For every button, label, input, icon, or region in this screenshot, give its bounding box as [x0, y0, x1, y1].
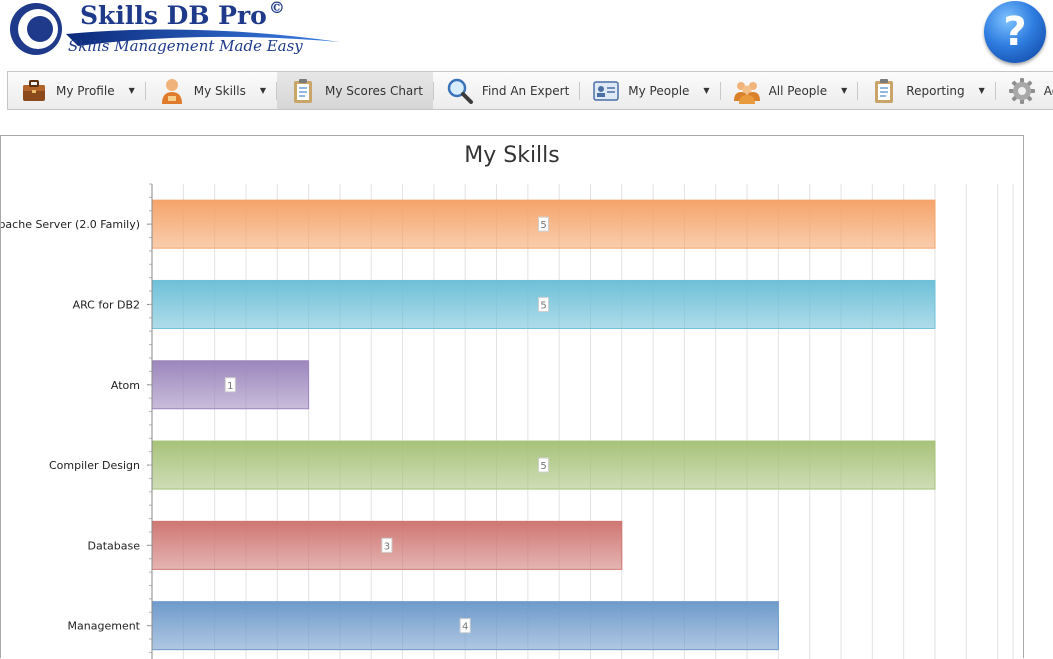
nav-my-skills[interactable]: My Skills ▼: [146, 72, 276, 109]
category-label: Database: [88, 539, 141, 552]
data-label: 5: [540, 300, 546, 311]
scores-chart-panel: My Skills 5 5 1 5 3 4 Apache Server (2.0 Fami…: [0, 135, 1024, 659]
chart-axis: Apache Server (2.0 Family) ARC for DB2 Ato…: [1, 183, 153, 659]
chart-title: My Skills: [464, 143, 560, 168]
chevron-down-icon[interactable]: ▼: [841, 86, 848, 95]
chevron-down-icon[interactable]: ▼: [259, 86, 266, 95]
chevron-down-icon[interactable]: ▼: [128, 86, 135, 95]
nav-label: My Skills: [193, 83, 246, 98]
main-nav-bar: My Profile ▼ My Skills ▼ My Scores Chart: [7, 71, 1053, 110]
nav-find-an-expert[interactable]: Find An Expert: [434, 72, 579, 109]
nav-divider: [144, 81, 146, 100]
people-group-icon: [733, 81, 760, 104]
category-label: ARC for DB2: [73, 298, 140, 311]
nav-admin[interactable]: Admin: [996, 72, 1053, 109]
briefcase-icon: [23, 79, 45, 101]
data-label-box: [459, 618, 471, 634]
chevron-down-icon[interactable]: ▼: [703, 86, 710, 95]
nav-my-profile[interactable]: My Profile ▼: [8, 72, 145, 109]
chart-bars: 5 5 1 5 3 4: [151, 199, 936, 651]
logo-tagline: Skills Management Made Easy: [68, 37, 303, 55]
data-label: 1: [227, 381, 233, 392]
gear-icon: [1008, 77, 1035, 104]
nav-divider: [857, 81, 859, 100]
category-label: Compiler Design: [49, 459, 140, 472]
clipboard-icon: [294, 78, 312, 103]
data-label-box: [538, 457, 549, 473]
category-label: Atom: [111, 379, 140, 392]
category-label: Apache Server (2.0 Family): [1, 218, 140, 231]
data-label-box: [538, 296, 549, 312]
logo-emblem-icon: [10, 3, 62, 55]
nav-my-people[interactable]: My People ▼: [580, 72, 719, 109]
logo-title: Skills DB Pro ©: [80, 0, 285, 30]
magnifier-icon: [447, 78, 473, 104]
id-card-icon: [593, 80, 620, 101]
nav-divider: [432, 81, 434, 100]
nav-all-people[interactable]: All People ▼: [721, 72, 858, 109]
nav-divider: [579, 81, 581, 100]
data-label: 4: [462, 622, 468, 633]
app-header: Skills DB Pro © Skills Management Made Ea…: [0, 0, 1053, 70]
nav-reporting[interactable]: Reporting ▼: [858, 72, 995, 109]
nav-label: All People: [768, 83, 828, 98]
app-logo[interactable]: Skills DB Pro © Skills Management Made Ea…: [8, 0, 348, 62]
nav-label: My Profile: [56, 83, 115, 98]
clipboard-icon: [875, 78, 894, 103]
data-label: 3: [384, 541, 390, 552]
data-label: 5: [540, 461, 546, 472]
chart-gridlines: [182, 184, 1014, 659]
skills-bar-chart: 5 5 1 5 3 4 Apache Server (2.0 Family) ARC for…: [1, 183, 1014, 659]
chevron-down-icon[interactable]: ▼: [978, 86, 985, 95]
category-label: Management: [68, 620, 141, 633]
nav-divider: [994, 81, 996, 100]
nav-divider: [276, 81, 277, 100]
nav-label: Reporting: [906, 83, 965, 98]
logo-swoosh-icon: [66, 29, 340, 46]
data-label-box: [381, 537, 393, 553]
data-label-box: [538, 216, 549, 232]
nav-label: Admin: [1043, 83, 1053, 98]
data-label-box: [224, 377, 236, 393]
nav-label: My Scores Chart: [325, 83, 423, 98]
nav-label: Find An Expert: [481, 83, 570, 98]
nav-label: My People: [628, 83, 690, 98]
help-button[interactable]: ?: [984, 1, 1046, 63]
logo-copyright: ©: [268, 0, 285, 17]
person-icon: [161, 78, 182, 104]
data-label: 5: [540, 220, 546, 231]
nav-my-scores-chart[interactable]: My Scores Chart: [277, 72, 433, 109]
nav-divider: [719, 81, 721, 100]
